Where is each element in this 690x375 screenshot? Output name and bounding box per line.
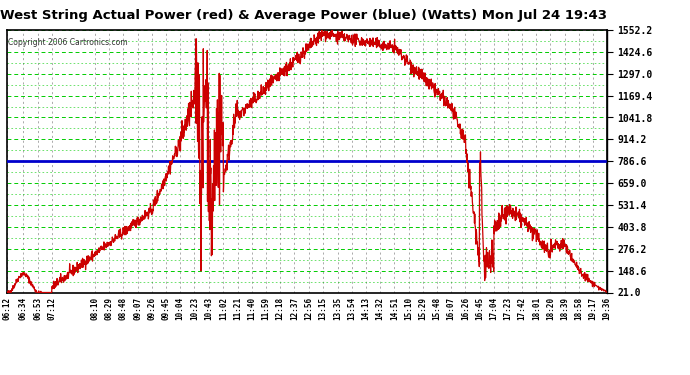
Text: 10:23: 10:23 <box>190 297 199 320</box>
Text: 13:15: 13:15 <box>318 297 327 320</box>
Text: 17:23: 17:23 <box>504 297 513 320</box>
Text: 11:59: 11:59 <box>262 297 270 320</box>
Text: 12:18: 12:18 <box>276 297 285 320</box>
Text: 11:21: 11:21 <box>233 297 242 320</box>
Text: West String Actual Power (red) & Average Power (blue) (Watts) Mon Jul 24 19:43: West String Actual Power (red) & Average… <box>0 9 607 22</box>
Text: 07:12: 07:12 <box>47 297 56 320</box>
Text: 19:17: 19:17 <box>589 297 598 320</box>
Text: 19:36: 19:36 <box>602 297 612 320</box>
Text: 12:56: 12:56 <box>304 297 313 320</box>
Text: 16:45: 16:45 <box>475 297 484 320</box>
Text: 09:26: 09:26 <box>147 297 156 320</box>
Text: 16:07: 16:07 <box>446 297 455 320</box>
Text: 16:26: 16:26 <box>461 297 470 320</box>
Text: 13:35: 13:35 <box>333 297 342 320</box>
Text: 15:29: 15:29 <box>418 297 427 320</box>
Text: 11:40: 11:40 <box>247 297 256 320</box>
Text: Copyright 2006 Cartronics.com: Copyright 2006 Cartronics.com <box>8 38 128 47</box>
Text: 13:54: 13:54 <box>347 297 356 320</box>
Text: 18:39: 18:39 <box>560 297 569 320</box>
Text: 09:45: 09:45 <box>161 297 170 320</box>
Text: 14:13: 14:13 <box>362 297 371 320</box>
Text: 18:58: 18:58 <box>574 297 583 320</box>
Text: 18:20: 18:20 <box>546 297 555 320</box>
Text: 06:53: 06:53 <box>33 297 42 320</box>
Text: 09:07: 09:07 <box>133 297 142 320</box>
Text: 08:48: 08:48 <box>119 297 128 320</box>
Text: 06:34: 06:34 <box>19 297 28 320</box>
Text: 18:01: 18:01 <box>532 297 541 320</box>
Text: 14:32: 14:32 <box>376 297 385 320</box>
Text: 06:12: 06:12 <box>2 297 12 320</box>
Text: 08:29: 08:29 <box>105 297 114 320</box>
Text: 14:51: 14:51 <box>390 297 399 320</box>
Text: 12:37: 12:37 <box>290 297 299 320</box>
Text: 17:04: 17:04 <box>489 297 498 320</box>
Text: 10:43: 10:43 <box>205 297 214 320</box>
Text: 15:10: 15:10 <box>404 297 413 320</box>
Text: 17:42: 17:42 <box>518 297 526 320</box>
Text: 08:10: 08:10 <box>90 297 99 320</box>
Text: 11:02: 11:02 <box>219 297 228 320</box>
Text: 15:48: 15:48 <box>433 297 442 320</box>
Text: 10:04: 10:04 <box>176 297 185 320</box>
